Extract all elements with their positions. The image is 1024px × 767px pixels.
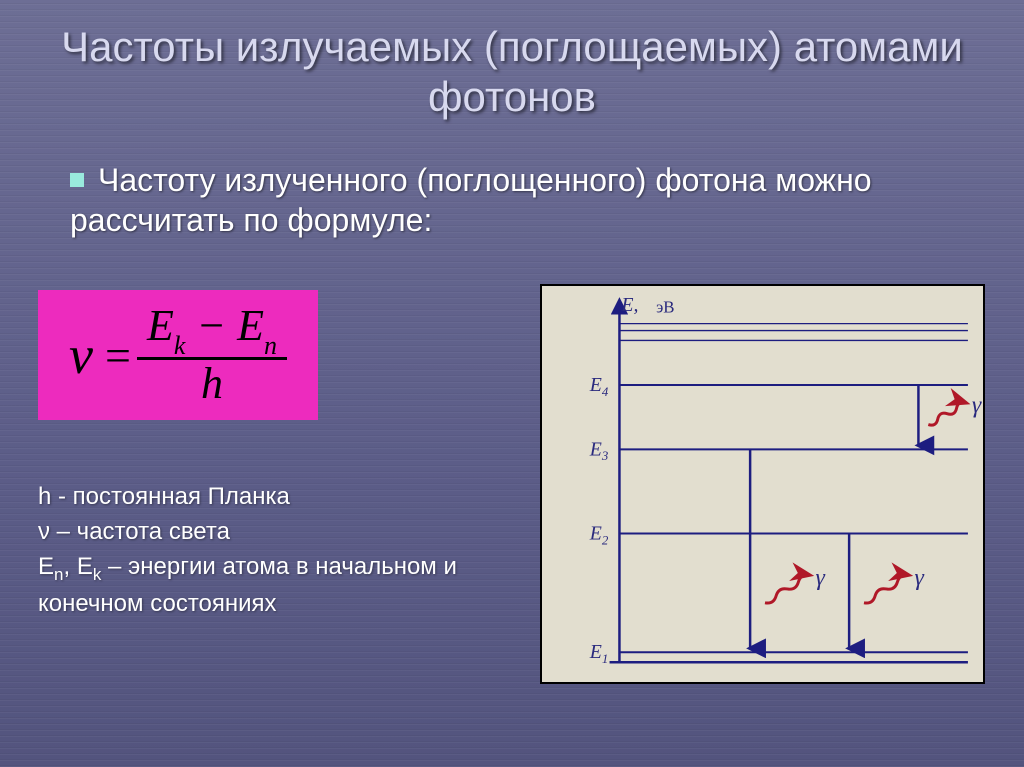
photon-arrow-icon: [864, 575, 909, 603]
bullet-icon: [70, 173, 84, 187]
legend-line-2: ν – частота света: [38, 515, 458, 550]
energy-level-label: E4: [589, 374, 609, 399]
body-text: Частоту излученного (поглощенного) фотон…: [70, 160, 954, 240]
slide: Частоты излучаемых (поглощаемых) атомами…: [0, 0, 1024, 767]
formula-lhs: ν: [69, 324, 93, 386]
formula-numerator: Ek − En: [137, 304, 287, 360]
diagram-svg: E, эВ E1 E2 E3 E4 γ γ γ: [542, 286, 983, 682]
energy-level-diagram: E, эВ E1 E2 E3 E4 γ γ γ: [540, 284, 985, 684]
body-text-content: Частоту излученного (поглощенного) фотон…: [70, 162, 872, 238]
energy-level-label: E2: [589, 522, 609, 547]
y-axis-label: E,: [620, 294, 638, 316]
formula-box: ν = Ek − En h: [38, 290, 318, 420]
energy-level-label: E3: [589, 438, 609, 463]
photon-arrow-icon: [765, 575, 810, 603]
energy-level-label: E1: [589, 641, 609, 666]
legend: h - постоянная Планка ν – частота света …: [38, 480, 458, 622]
photon-gamma-label: γ: [914, 565, 924, 591]
photon-gamma-label: γ: [972, 393, 982, 419]
photon-arrow-icon: [928, 402, 966, 425]
formula-eq: =: [105, 329, 131, 382]
slide-title: Частоты излучаемых (поглощаемых) атомами…: [0, 22, 1024, 123]
formula-fraction: Ek − En h: [137, 304, 287, 406]
formula-denominator: h: [201, 360, 223, 406]
y-axis-unit: эВ: [656, 298, 674, 317]
legend-line-3: En, Ek – энергии атома в начальном и кон…: [38, 550, 458, 622]
photon-gamma-label: γ: [815, 565, 825, 591]
legend-line-1: h - постоянная Планка: [38, 480, 458, 515]
